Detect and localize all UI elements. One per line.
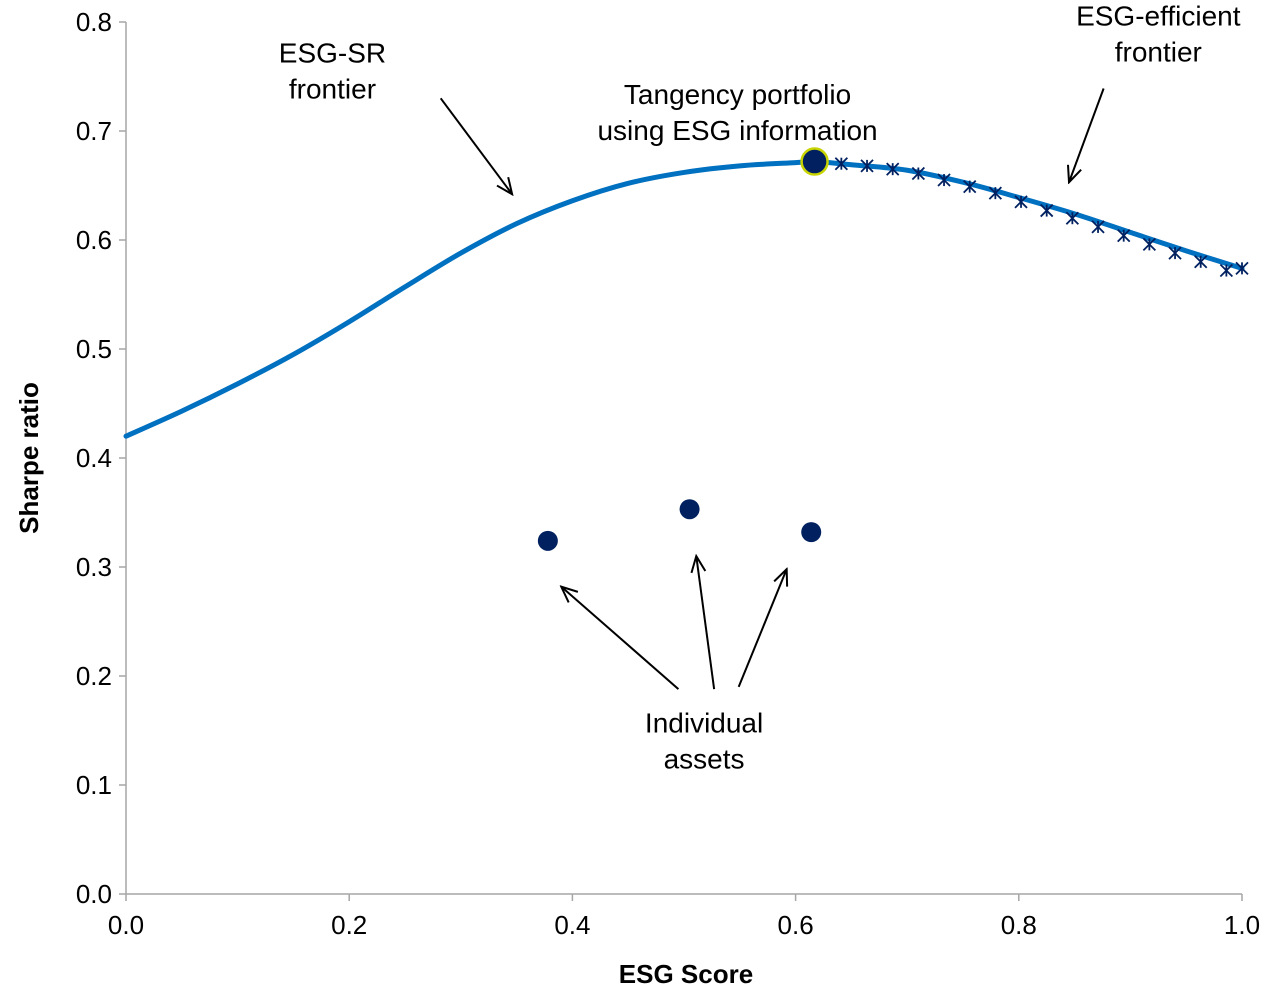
- efficient-frontier-marker: [1091, 220, 1105, 234]
- x-axis-ticks: 0.0 0.2 0.4 0.6 0.8 1.0: [108, 894, 1260, 940]
- series-layer: [123, 147, 1249, 551]
- annotation: Tangency portfolio using ESG information: [597, 79, 877, 146]
- y-axis-title: Sharpe ratio: [14, 382, 44, 534]
- x-tick-label: 0.6: [778, 910, 814, 940]
- tangency-portfolio-point: [800, 147, 829, 176]
- efficient-frontier-marker: [1014, 195, 1028, 209]
- y-tick-label: 0.0: [76, 879, 112, 909]
- efficient-frontier-marker: [1142, 237, 1157, 251]
- y-tick-label: 0.5: [76, 334, 112, 364]
- x-tick-label: 1.0: [1224, 910, 1260, 940]
- efficient-frontier-marker: [1168, 246, 1182, 260]
- annotation-layer: ESG-SR frontier Tangency portfolio using ES…: [279, 0, 1241, 774]
- efficient-frontier-marker: [1065, 211, 1080, 225]
- annotation-text: ESG-SR: [279, 37, 386, 68]
- annotation: ESG-SR frontier: [279, 37, 386, 104]
- annotation-text: Tangency portfolio: [624, 79, 851, 110]
- efficient-frontier-marker: [1040, 203, 1054, 218]
- y-tick-label: 0.6: [76, 225, 112, 255]
- y-tick-label: 0.7: [76, 116, 112, 146]
- individual-asset-point: [537, 530, 558, 551]
- esg-sr-frontier-line: [123, 158, 1245, 439]
- annotation-text: frontier: [289, 73, 376, 104]
- x-tick-label: 0.0: [108, 910, 144, 940]
- y-tick-label: 0.1: [76, 770, 112, 800]
- annotation: Individual assets: [645, 708, 763, 775]
- efficient-frontier-marker: [963, 179, 977, 194]
- y-tick-label: 0.2: [76, 661, 112, 691]
- annotation-arrow: [439, 97, 512, 194]
- efficient-frontier-marker: [937, 173, 951, 187]
- annotation: ESG-efficient frontier: [1076, 0, 1241, 67]
- x-axis-title: ESG Score: [619, 959, 753, 989]
- efficient-frontier-marker: [988, 186, 1003, 200]
- efficient-frontier-marker: [1219, 263, 1234, 278]
- x-tick-label: 0.8: [1001, 910, 1037, 940]
- y-tick-label: 0.3: [76, 552, 112, 582]
- annotation-text: ESG-efficient: [1076, 0, 1241, 31]
- x-tick-label: 0.4: [554, 910, 590, 940]
- annotation-arrow: [1069, 88, 1105, 182]
- annotation-text: Individual: [645, 708, 763, 739]
- annotation-arrow: [737, 569, 787, 688]
- efficient-frontier-marker: [886, 162, 900, 176]
- efficient-frontier-marker: [1194, 255, 1208, 269]
- efficient-frontier-marker: [1117, 229, 1131, 243]
- y-axis-ticks: 0.0 0.1 0.2 0.3 0.4 0.5 0.6 0.7 0.8: [76, 7, 126, 909]
- efficient-frontier-marker: [834, 157, 848, 171]
- x-tick-label: 0.2: [331, 910, 367, 940]
- efficient-frontier-marker: [860, 159, 874, 173]
- annotation-text: frontier: [1115, 36, 1202, 67]
- y-tick-label: 0.8: [76, 7, 112, 37]
- efficient-frontier-marker: [1235, 261, 1249, 275]
- efficient-frontier-marker: [911, 166, 925, 181]
- annotation-arrow: [561, 587, 680, 690]
- y-tick-label: 0.4: [76, 443, 112, 473]
- individual-asset-point: [801, 522, 822, 543]
- annotation-text: using ESG information: [597, 115, 877, 146]
- annotation-arrow: [696, 556, 716, 690]
- annotation-text: assets: [664, 744, 745, 775]
- individual-asset-point: [679, 499, 700, 520]
